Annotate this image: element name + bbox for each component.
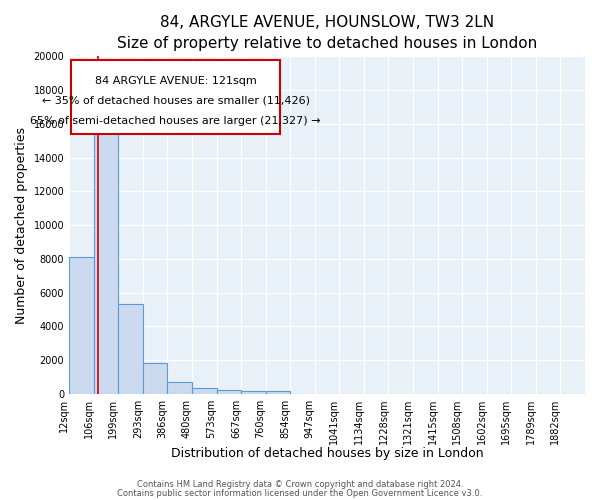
Bar [266, 392, 290, 394]
Text: Contains HM Land Registry data © Crown copyright and database right 2024.: Contains HM Land Registry data © Crown c… [137, 480, 463, 489]
Bar [241, 391, 266, 394]
Bar [69, 257, 94, 394]
Bar [94, 114, 118, 394]
Bar [217, 390, 241, 394]
Bar [118, 304, 143, 394]
Text: 84 ARGYLE AVENUE: 121sqm: 84 ARGYLE AVENUE: 121sqm [95, 76, 256, 86]
Bar [192, 388, 217, 394]
Bar [167, 382, 192, 394]
FancyBboxPatch shape [71, 60, 280, 134]
Text: Contains public sector information licensed under the Open Government Licence v3: Contains public sector information licen… [118, 490, 482, 498]
Title: 84, ARGYLE AVENUE, HOUNSLOW, TW3 2LN
Size of property relative to detached house: 84, ARGYLE AVENUE, HOUNSLOW, TW3 2LN Siz… [117, 15, 537, 51]
Bar [143, 364, 167, 394]
X-axis label: Distribution of detached houses by size in London: Distribution of detached houses by size … [171, 447, 484, 460]
Text: 65% of semi-detached houses are larger (21,327) →: 65% of semi-detached houses are larger (… [30, 116, 321, 126]
Y-axis label: Number of detached properties: Number of detached properties [15, 126, 28, 324]
Text: ← 35% of detached houses are smaller (11,426): ← 35% of detached houses are smaller (11… [41, 96, 310, 106]
